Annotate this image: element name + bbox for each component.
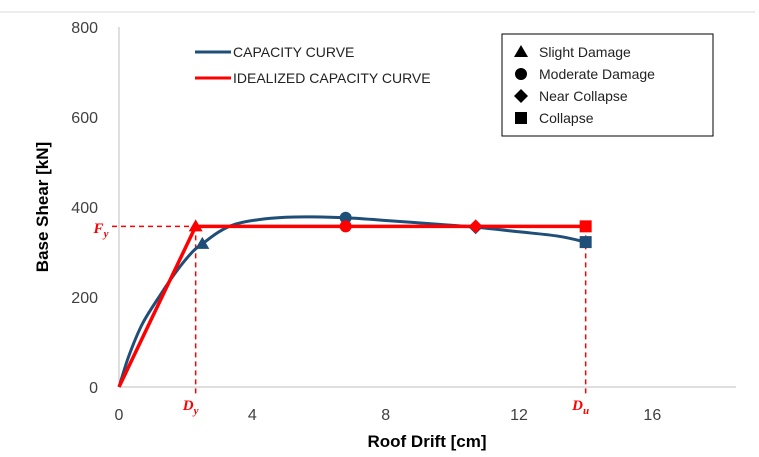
diamond-icon [514, 89, 528, 103]
damage-state-legend: Slight Damage Moderate Damage Near Colla… [501, 33, 714, 137]
x-tick-label: 0 [115, 407, 124, 424]
legend-label-capacity: CAPACITY CURVE [233, 44, 354, 60]
y-axis-title: Base Shear [kN] [33, 142, 52, 272]
y-tick-label: 600 [71, 110, 98, 127]
du-label: Du [571, 398, 589, 417]
y-tick-label: 0 [89, 380, 98, 397]
x-tick-label: 16 [643, 407, 661, 424]
circle-icon [515, 68, 527, 80]
damage-markers [188, 211, 592, 249]
x-tick-label: 12 [510, 407, 528, 424]
reference-lines [112, 225, 587, 396]
fy-label: Fy [93, 221, 109, 240]
idealized-square-marker [579, 220, 592, 233]
legend-near-collapse: Near Collapse [539, 88, 628, 104]
idealized-circle-marker [339, 220, 352, 233]
damage-legend-box [501, 33, 714, 137]
y-tick-label: 800 [71, 20, 98, 37]
series-legend: CAPACITY CURVE IDEALIZED CAPACITY CURVE [195, 44, 431, 86]
series-layer [117, 215, 587, 388]
legend-moderate-damage: Moderate Damage [539, 66, 655, 82]
y-tick-label: 200 [71, 290, 98, 307]
idealized-diamond-marker [468, 219, 483, 234]
y-tick-labels: 0 200 400 600 800 [71, 20, 98, 397]
capacity-square-marker [579, 236, 592, 249]
x-tick-label: 4 [248, 407, 257, 424]
x-axis-title: Roof Drift [cm] [368, 432, 487, 451]
idealized-triangle-marker [188, 219, 203, 232]
legend-label-idealized: IDEALIZED CAPACITY CURVE [233, 70, 431, 86]
legend-slight-damage: Slight Damage [539, 44, 631, 60]
capacity-circle-marker [339, 211, 352, 224]
triangle-icon [514, 45, 528, 57]
idealized-curve-line [117, 224, 586, 388]
legend-collapse: Collapse [539, 110, 594, 126]
dy-label: Dy [182, 398, 199, 417]
square-icon [515, 112, 527, 124]
capacity-triangle-marker [195, 236, 210, 249]
x-tick-labels: 0 4 8 12 16 [115, 407, 662, 424]
y-tick-label: 400 [71, 200, 98, 217]
x-tick-label: 8 [381, 407, 390, 424]
